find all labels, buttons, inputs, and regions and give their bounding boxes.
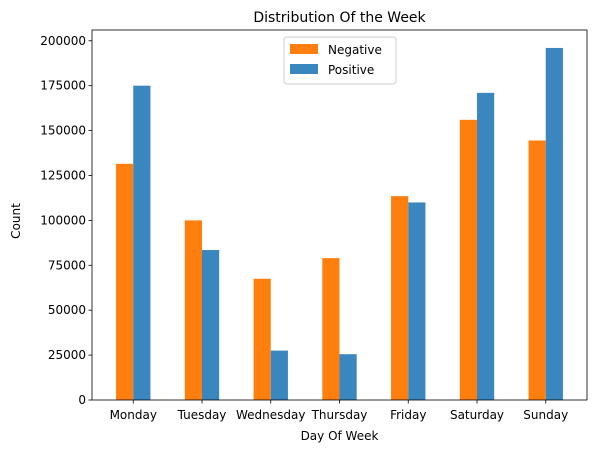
- x-tick-label: Sunday: [523, 408, 568, 422]
- legend-label-positive: Positive: [328, 63, 374, 77]
- x-tick-label: Friday: [390, 408, 426, 422]
- bar-negative-monday: [116, 163, 134, 400]
- x-tick-label: Tuesday: [177, 408, 227, 422]
- bar-positive-tuesday: [202, 250, 220, 400]
- y-tick-label: 0: [78, 393, 86, 407]
- y-tick-label: 175000: [40, 79, 86, 93]
- bar-negative-tuesday: [184, 220, 202, 400]
- x-axis-label: Day Of Week: [301, 429, 379, 443]
- x-tick-label: Thursday: [311, 408, 368, 422]
- bars-group: [116, 47, 563, 401]
- axes-group: 0 25000 50000 75000 100000 125000 150000 175000…: [40, 29, 588, 422]
- y-tick-label: 150000: [40, 124, 86, 138]
- x-tick-label: Monday: [110, 408, 157, 422]
- bar-negative-sunday: [528, 140, 546, 400]
- chart-title: Distribution Of the Week: [253, 10, 426, 26]
- y-tick-label: 200000: [40, 34, 86, 48]
- legend-label-negative: Negative: [328, 43, 382, 57]
- bar-negative-saturday: [459, 119, 477, 400]
- y-tick-label: 125000: [40, 168, 86, 182]
- y-axis-label: Count: [9, 203, 23, 239]
- bar-negative-thursday: [322, 258, 340, 400]
- bar-positive-sunday: [545, 47, 563, 401]
- legend-swatch-positive: [290, 64, 318, 74]
- bar-positive-wednesday: [270, 350, 288, 400]
- y-tick-label: 75000: [48, 258, 86, 272]
- legend-swatch-negative: [290, 44, 318, 54]
- bar-positive-friday: [408, 202, 426, 400]
- bar-negative-wednesday: [253, 278, 271, 400]
- x-tick-label: Saturday: [450, 408, 504, 422]
- x-tick-label: Wednesday: [236, 408, 305, 422]
- bar-positive-saturday: [477, 92, 495, 401]
- bar-positive-thursday: [339, 354, 357, 400]
- y-tick-label: 100000: [40, 213, 86, 227]
- y-tick-label: 50000: [48, 303, 86, 317]
- legend: Negative Positive: [283, 36, 397, 85]
- bar-positive-monday: [133, 85, 151, 401]
- y-tick-label: 25000: [48, 348, 86, 362]
- bar-negative-friday: [391, 196, 409, 400]
